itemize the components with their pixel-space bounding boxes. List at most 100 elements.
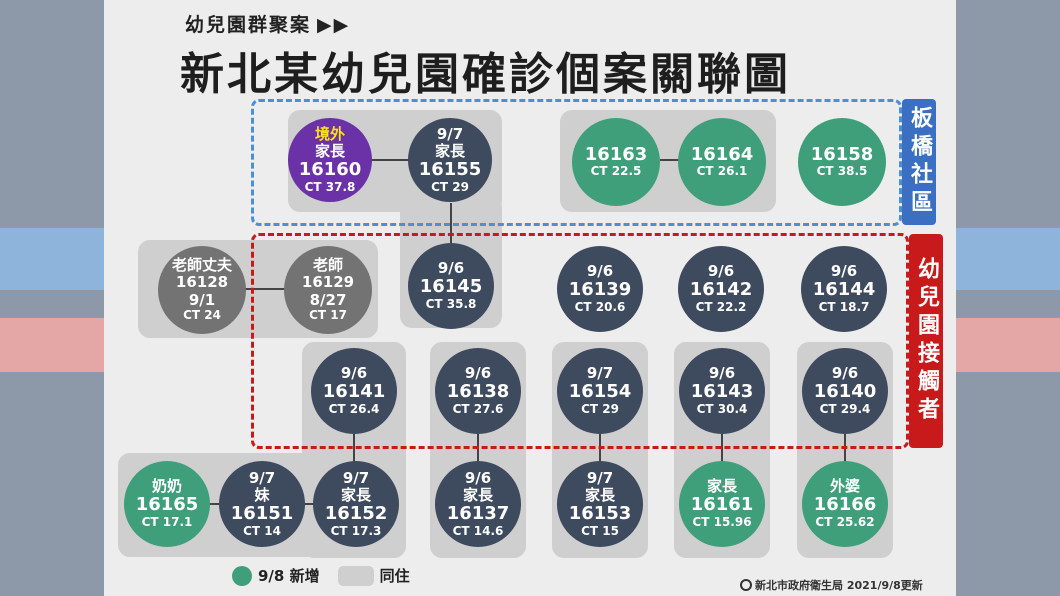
zone-label-banqiao: 板橋社區 xyxy=(902,99,936,225)
node-case-id: 16139 xyxy=(568,279,632,301)
node-role: 家長 xyxy=(706,477,737,496)
node-ct: CT 26.4 xyxy=(328,402,380,417)
node-case-id: 16158 xyxy=(810,143,874,165)
node-ct: CT 22.2 xyxy=(695,300,747,315)
node-date: 9/6 xyxy=(586,262,614,281)
case-node-16128: 老師丈夫 16128 9/1 CT 24 xyxy=(158,246,246,334)
node-date: 9/6 xyxy=(437,259,465,278)
node-case-id: 16152 xyxy=(324,503,388,524)
link-16151-16152 xyxy=(303,503,317,505)
case-node-16129: 老師 16129 8/27 CT 17 xyxy=(284,246,372,334)
node-case-id: 16154 xyxy=(568,381,632,403)
node-ct: CT 17 xyxy=(309,307,347,322)
node-ct: CT 37.8 xyxy=(304,179,356,194)
node-case-id: 16145 xyxy=(419,276,483,298)
node-case-id: 16143 xyxy=(690,381,754,403)
case-node-16142: 9/6 16142 CT 22.2 xyxy=(678,246,764,332)
node-role: 老師 xyxy=(312,256,343,275)
page-title: 新北某幼兒園確診個案關聯圖 xyxy=(180,49,791,100)
kicker-label: 幼兒園群聚案 ▶▶ xyxy=(185,10,350,37)
node-case-id: 16155 xyxy=(418,159,482,180)
case-node-16165: 奶奶 16165 CT 17.1 xyxy=(124,461,210,547)
node-ct: CT 15.96 xyxy=(692,515,752,530)
node-case-id: 16138 xyxy=(446,381,510,403)
node-case-id: 16165 xyxy=(135,494,199,516)
node-case-id: 16151 xyxy=(230,503,294,524)
link-16160-16155 xyxy=(370,159,410,161)
case-node-16158: 16158 CT 38.5 xyxy=(798,118,886,206)
node-ct: CT 29 xyxy=(431,179,469,194)
node-role: 家長 xyxy=(340,485,371,504)
zone-kindergarten-contacts xyxy=(251,233,909,449)
node-role: 家長 xyxy=(314,141,345,160)
node-ct: CT 22.5 xyxy=(590,164,642,179)
node-case-id: 16164 xyxy=(690,143,754,165)
case-node-16161: 家長 16161 CT 15.96 xyxy=(679,461,765,547)
case-node-16151: 9/7 妹 16151 CT 14 xyxy=(219,461,305,547)
node-date: 9/7 xyxy=(248,468,276,487)
node-date: 9/7 xyxy=(342,468,370,487)
node-date: 9/6 xyxy=(707,262,735,281)
node-ct: CT 25.62 xyxy=(815,515,875,530)
source-credit: 新北市政府衛生局 2021/9/8更新 xyxy=(740,577,923,593)
node-ct: CT 15 xyxy=(581,523,619,538)
node-ct: CT 27.6 xyxy=(452,402,504,417)
case-node-16152: 9/7 家長 16152 CT 17.3 xyxy=(313,461,399,547)
node-ct: CT 29.4 xyxy=(819,402,871,417)
node-role: 妹 xyxy=(254,485,270,504)
case-node-16160: 境外 家長 16160 CT 37.8 xyxy=(288,118,372,202)
node-case-id: 16141 xyxy=(322,381,386,403)
case-node-16163: 16163 CT 22.5 xyxy=(572,118,660,206)
node-ct: CT 30.4 xyxy=(696,402,748,417)
node-case-id: 16129 xyxy=(301,273,355,292)
case-node-16137: 9/6 家長 16137 CT 14.6 xyxy=(435,461,521,547)
link-16165-16151 xyxy=(208,503,222,505)
node-role: 外婆 xyxy=(829,477,860,496)
node-case-id: 16142 xyxy=(689,279,753,301)
double-arrow-icon: ▶▶ xyxy=(317,14,351,36)
node-date: 9/6 xyxy=(464,468,492,487)
link-16163-16164 xyxy=(660,159,680,161)
case-node-16164: 16164 CT 26.1 xyxy=(678,118,766,206)
node-role: 老師丈夫 xyxy=(171,256,232,275)
legend-cohabit-swatch xyxy=(337,565,374,586)
kicker-text: 幼兒園群聚案 xyxy=(185,14,312,36)
node-case-id: 16160 xyxy=(298,159,362,180)
node-case-id: 16140 xyxy=(813,381,877,403)
node-ct: CT 38.5 xyxy=(816,164,868,179)
node-role: 奶奶 xyxy=(151,477,182,496)
case-node-16139: 9/6 16139 CT 20.6 xyxy=(557,246,643,332)
zone-banqiao-community xyxy=(251,99,902,226)
legend-new-label: 9/8 新增 xyxy=(258,567,320,585)
node-case-id: 16144 xyxy=(812,279,876,301)
node-role: 家長 xyxy=(584,485,615,504)
case-node-16145: 9/6 16145 CT 35.8 xyxy=(408,243,494,329)
node-ct: CT 18.7 xyxy=(818,300,870,315)
case-node-16166: 外婆 16166 CT 25.62 xyxy=(802,461,888,547)
node-case-id: 16161 xyxy=(690,494,754,516)
case-node-16138: 9/6 16138 CT 27.6 xyxy=(435,348,521,434)
node-ct: CT 24 xyxy=(183,307,221,322)
link-16128-16129 xyxy=(244,288,286,290)
node-ct: CT 26.1 xyxy=(696,164,748,179)
legend-cohabit-label: 同住 xyxy=(379,567,410,585)
node-role: 家長 xyxy=(462,485,493,504)
node-date: 9/6 xyxy=(708,364,736,383)
case-node-16155: 9/7 家長 16155 CT 29 xyxy=(408,118,492,202)
legend: 9/8 新增 同住 xyxy=(232,565,410,586)
case-node-16144: 9/6 16144 CT 18.7 xyxy=(801,246,887,332)
node-ct: CT 35.8 xyxy=(425,297,477,312)
node-date: 9/6 xyxy=(340,364,368,383)
node-ct: CT 17.1 xyxy=(141,515,193,530)
node-ct: CT 29 xyxy=(581,402,619,417)
node-ct: CT 14 xyxy=(243,523,281,538)
node-date: 9/7 xyxy=(586,364,614,383)
node-date: 9/7 xyxy=(436,124,464,143)
node-date: 9/6 xyxy=(830,262,858,281)
node-ct: CT 17.3 xyxy=(330,523,382,538)
node-case-id: 16137 xyxy=(446,503,510,524)
node-ct: CT 20.6 xyxy=(574,300,626,315)
node-date: 9/1 xyxy=(188,290,216,309)
case-node-16143: 9/6 16143 CT 30.4 xyxy=(679,348,765,434)
node-tag: 境外 xyxy=(314,124,345,143)
